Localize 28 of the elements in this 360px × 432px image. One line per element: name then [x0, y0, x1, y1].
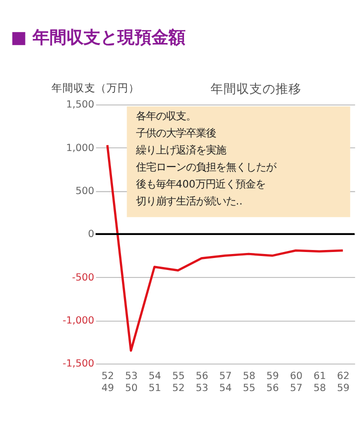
y-tick-label: 0	[88, 229, 94, 240]
x-tick-label: 60 57	[290, 371, 302, 394]
x-tick-label: 61 58	[314, 371, 326, 394]
annotation: 子供の大学卒業後	[136, 128, 216, 140]
chart-title: ■ 年間収支と現預金額	[10, 28, 186, 48]
x-tick-label: 57 54	[219, 371, 232, 394]
x-tick-label: 59 56	[266, 371, 279, 394]
x-tick-label: 58 55	[242, 371, 256, 394]
y-axis-title: 年間収支（万円）	[51, 82, 140, 95]
x-tick-label: 54 51	[148, 371, 162, 394]
y-tick-label: 1,500	[66, 100, 94, 111]
annotation: 切り崩す生活が続いた‥	[136, 196, 243, 208]
annotation: 住宅ローンの負担を無くしたが	[136, 162, 277, 174]
annotation: 繰り上げ返済を実施	[134, 144, 226, 157]
y-tick-label: -1,500	[62, 358, 94, 370]
chart-subtitle: 年間収支の推移	[210, 80, 302, 96]
x-tick-label: 53 50	[125, 371, 138, 394]
x-tick-label: 55 52	[172, 371, 185, 394]
x-tick-label: 52 49	[102, 371, 114, 394]
line-series	[106, 144, 344, 352]
y-tick-label: -500	[72, 272, 94, 284]
y-tick-label: 1,000	[66, 142, 94, 154]
x-tick-label: 62 59	[337, 371, 350, 394]
annotation: 各年の収支。	[136, 110, 196, 123]
y-tick-label: -1,000	[62, 316, 94, 327]
x-tick-label: 56 53	[196, 371, 208, 394]
annotation: 後も毎年400万円近く預金を	[136, 178, 266, 191]
y-tick-label: 500	[76, 186, 94, 198]
